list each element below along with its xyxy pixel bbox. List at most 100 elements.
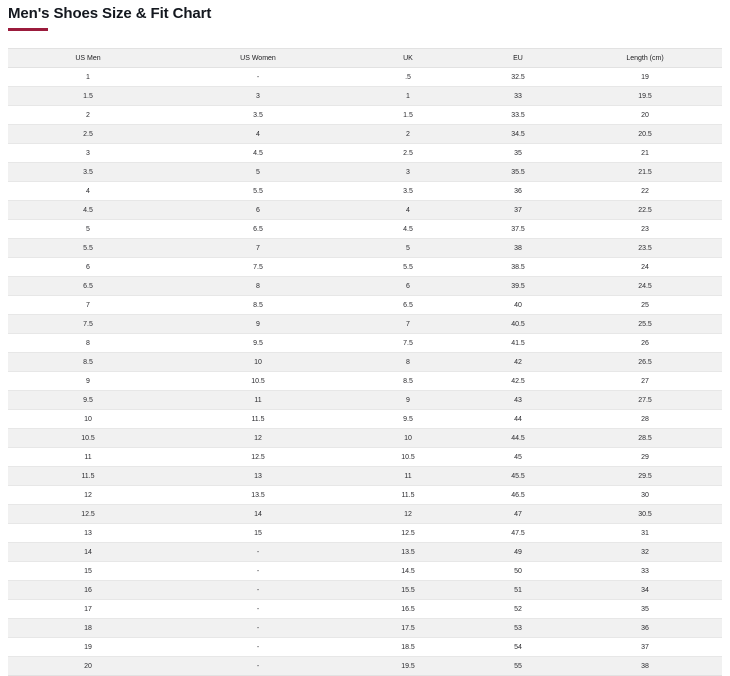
size-chart-table: US Men US Women UK EU Length (cm) 1- .5 32… [8,48,722,676]
cell-length: 32 [568,542,722,562]
cell-uk: 7 [348,314,468,334]
cell-us-women: 6 [168,200,348,220]
cell-us-men: 15 [8,561,168,581]
table-header: US Men US Women UK EU Length (cm) [8,48,722,68]
page-title: Men's Shoes Size & Fit Chart [8,5,212,22]
cell-us-women: 5.5 [168,181,348,201]
cell-us-women: - [168,542,348,562]
cell-us-women: - [168,618,348,638]
column-header-us-men: US Men [8,48,168,68]
cell-uk: 9 [348,390,468,410]
cell-us-men: 7 [8,295,168,315]
cell-eu: 54 [468,637,568,657]
cell-eu: 38 [468,238,568,258]
cell-us-women: - [168,656,348,676]
cell-uk: 1.5 [348,105,468,125]
cell-eu: 34.5 [468,124,568,144]
cell-length: 34 [568,580,722,600]
cell-length: 20.5 [568,124,722,144]
cell-us-women: 7 [168,238,348,258]
table-row: 20-19.5 55 38 [8,656,722,676]
table-row: 19-18.5 54 37 [8,637,722,657]
cell-us-women: 4.5 [168,143,348,163]
cell-us-men: 1.5 [8,86,168,106]
table-row: 3 4.5 2.5 35 21 [8,143,722,163]
cell-us-men: 6.5 [8,276,168,296]
column-header-length: Length (cm) [568,48,722,68]
table-row: 6.5 8 6 39.5 24.5 [8,276,722,296]
cell-eu: 33 [468,86,568,106]
table-row: 2.5 4 2 34.5 20.5 [8,124,722,144]
cell-length: 29.5 [568,466,722,486]
cell-eu: 53 [468,618,568,638]
cell-eu: 35 [468,143,568,163]
cell-eu: 55 [468,656,568,676]
cell-uk: 7.5 [348,333,468,353]
cell-us-women: - [168,637,348,657]
cell-uk: 10.5 [348,447,468,467]
cell-us-men: 12.5 [8,504,168,524]
cell-uk: 2 [348,124,468,144]
cell-uk: 8.5 [348,371,468,391]
cell-us-men: 8.5 [8,352,168,372]
cell-uk: 16.5 [348,599,468,619]
cell-eu: 45.5 [468,466,568,486]
cell-us-women: 5 [168,162,348,182]
cell-us-men: 14 [8,542,168,562]
cell-eu: 37.5 [468,219,568,239]
cell-length: 23.5 [568,238,722,258]
cell-length: 19 [568,67,722,87]
cell-us-women: 8.5 [168,295,348,315]
cell-us-women: 6.5 [168,219,348,239]
cell-uk: 3 [348,162,468,182]
cell-length: 20 [568,105,722,125]
cell-eu: 33.5 [468,105,568,125]
cell-eu: 37 [468,200,568,220]
cell-us-men: 7.5 [8,314,168,334]
cell-uk: 6 [348,276,468,296]
cell-eu: 40 [468,295,568,315]
cell-length: 23 [568,219,722,239]
cell-eu: 32.5 [468,67,568,87]
cell-eu: 47 [468,504,568,524]
table-row: 8 9.5 7.5 41.5 26 [8,333,722,353]
cell-uk: 13.5 [348,542,468,562]
cell-us-men: 6 [8,257,168,277]
table-row: 5.5 7 5 38 23.5 [8,238,722,258]
cell-us-women: 14 [168,504,348,524]
cell-length: 21 [568,143,722,163]
cell-length: 28 [568,409,722,429]
title-accent-bar [8,28,48,31]
cell-us-men: 12 [8,485,168,505]
cell-us-men: 10 [8,409,168,429]
cell-us-men: 4 [8,181,168,201]
table-row: 8.5 10 8 42 26.5 [8,352,722,372]
cell-uk: 12 [348,504,468,524]
cell-uk: 12.5 [348,523,468,543]
cell-us-men: 19 [8,637,168,657]
cell-us-women: 10 [168,352,348,372]
table-row: 6 7.5 5.5 38.5 24 [8,257,722,277]
cell-us-men: 3 [8,143,168,163]
table-header-row: US Men US Women UK EU Length (cm) [8,48,722,68]
cell-uk: 5 [348,238,468,258]
cell-us-men: 11 [8,447,168,467]
cell-us-men: 9.5 [8,390,168,410]
cell-us-women: - [168,67,348,87]
table-row: 4 5.5 3.5 36 22 [8,181,722,201]
cell-us-men: 9 [8,371,168,391]
cell-us-women: 9 [168,314,348,334]
cell-length: 22 [568,181,722,201]
table-row: 1.5 3 1 33 19.5 [8,86,722,106]
cell-uk: 8 [348,352,468,372]
cell-us-men: 16 [8,580,168,600]
cell-length: 35 [568,599,722,619]
cell-uk: 18.5 [348,637,468,657]
cell-eu: 38.5 [468,257,568,277]
cell-eu: 51 [468,580,568,600]
cell-length: 26 [568,333,722,353]
cell-us-women: 11 [168,390,348,410]
cell-length: 29 [568,447,722,467]
cell-us-men: 5.5 [8,238,168,258]
cell-uk: 4 [348,200,468,220]
